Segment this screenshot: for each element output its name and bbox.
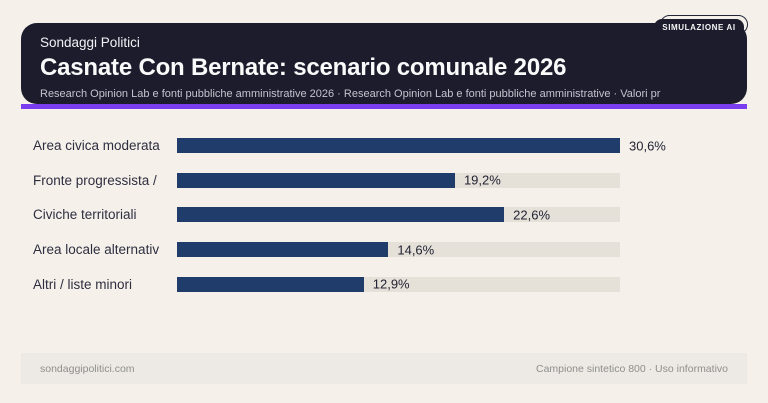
simulation-badge-label: SIMULAZIONE AI [662,23,736,32]
footer-note: Campione sintetico 800 · Uso informativo [535,362,728,375]
bar [177,138,620,153]
simulation-badge: SIMULAZIONE AI [654,19,744,36]
value-label: 12,9% [372,276,410,292]
category-label: Altri / liste minori [33,276,133,292]
bar-track: 30,6% [177,138,666,153]
bar-track: 19,2% [177,172,620,188]
chart-row: Area civica moderata 30,6% [33,138,768,153]
page-title: Casnate Con Bernate: scenario comunale 2… [40,54,567,81]
bar-track: 14,6% [177,242,620,258]
subtitle: Research Opinion Lab e fonti pubbliche a… [40,88,661,100]
accent-divider [21,104,747,109]
chart-row: Area locale alternativ 14,6% [33,242,768,258]
brand-label: Sondaggi Politici [40,35,140,50]
bar [177,276,364,292]
value-label: 19,2% [463,172,501,188]
value-label: 30,6% [629,138,666,153]
bar-chart: Area civica moderata 30,6% Fronte progre… [33,138,768,292]
chart-row: Civiche territoriali 22,6% [33,207,768,223]
bar [177,242,389,258]
header: Sondaggi Politici Casnate Con Bernate: s… [21,23,747,104]
category-label: Civiche territoriali [33,207,137,223]
category-label: Fronte progressista / [33,172,157,188]
bar [177,172,455,188]
bar-track: 22,6% [177,207,620,223]
bar [177,207,505,223]
chart-row: Fronte progressista / 19,2% [33,172,768,188]
footer: sondaggipolitici.com Campione sintetico … [21,353,747,384]
category-label: Area locale alternativ [33,242,160,258]
value-label: 14,6% [397,242,435,258]
bar-track: 12,9% [177,276,620,292]
footer-site: sondaggipolitici.com [40,362,135,375]
value-label: 22,6% [513,207,551,223]
chart-row: Altri / liste minori 12,9% [33,276,768,292]
category-label: Area civica moderata [33,138,160,153]
